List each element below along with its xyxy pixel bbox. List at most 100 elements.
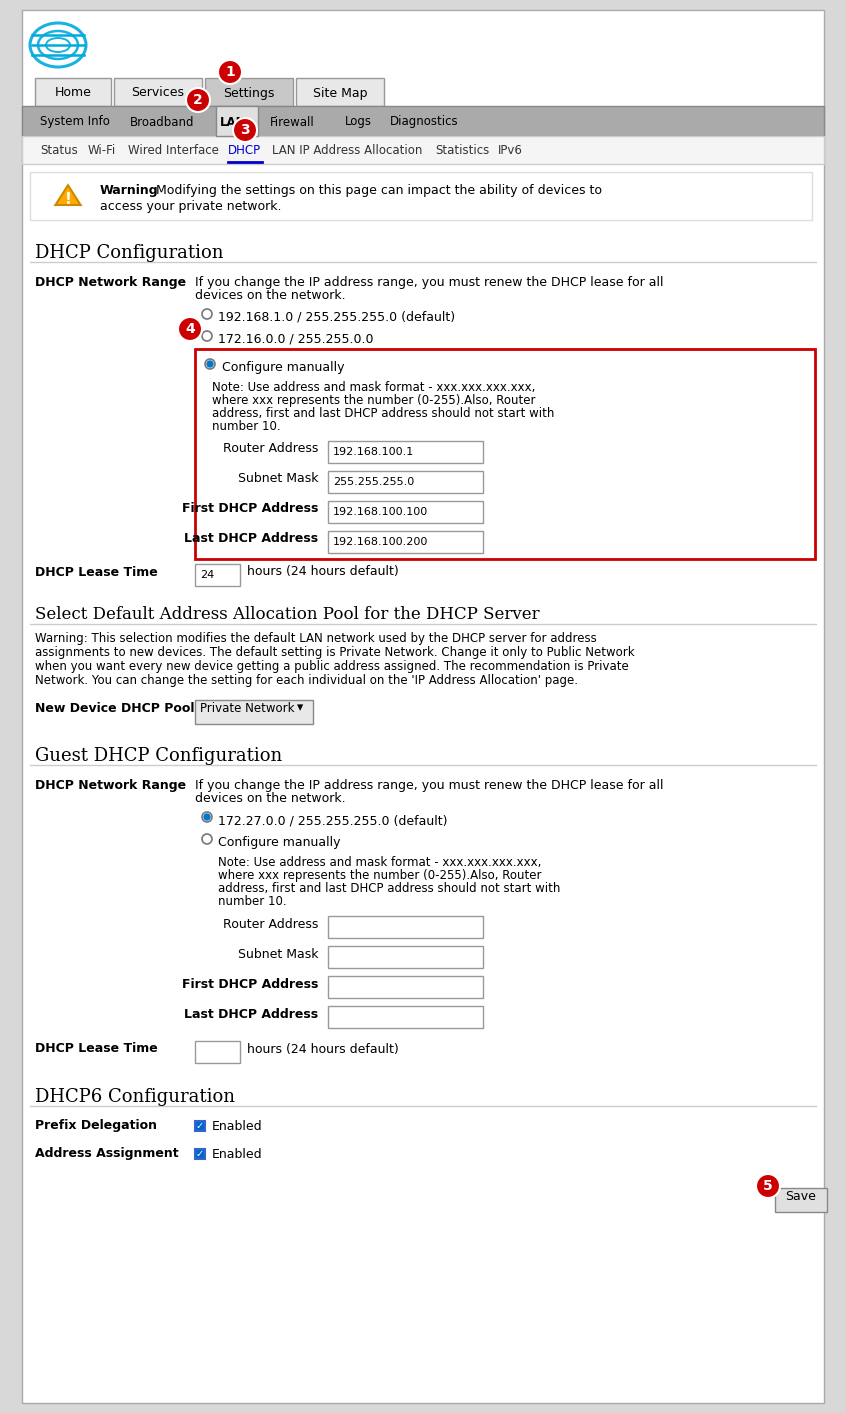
Text: Note: Use address and mask format - xxx.xxx.xxx.xxx,: Note: Use address and mask format - xxx.… <box>218 856 541 869</box>
Bar <box>195 1149 205 1159</box>
Text: DHCP: DHCP <box>228 144 261 157</box>
Circle shape <box>178 317 202 341</box>
Text: Private Network: Private Network <box>200 701 294 715</box>
Text: DHCP6 Configuration: DHCP6 Configuration <box>35 1088 235 1106</box>
Circle shape <box>756 1174 780 1198</box>
Text: 5: 5 <box>763 1178 773 1193</box>
Bar <box>205 78 293 106</box>
Text: 4: 4 <box>185 322 195 336</box>
Text: where xxx represents the number (0-255).Also, Router: where xxx represents the number (0-255).… <box>212 394 536 407</box>
Text: Broadband: Broadband <box>130 116 195 129</box>
Text: number 10.: number 10. <box>218 894 287 909</box>
Text: Configure manually: Configure manually <box>222 360 344 374</box>
Bar <box>328 1006 483 1029</box>
Circle shape <box>233 119 257 141</box>
Text: Status: Status <box>40 144 78 157</box>
Circle shape <box>202 309 212 319</box>
Bar <box>195 1041 240 1063</box>
Text: hours (24 hours default): hours (24 hours default) <box>247 1043 398 1056</box>
Bar <box>35 78 111 106</box>
Text: New Device DHCP Pool: New Device DHCP Pool <box>35 701 195 715</box>
Circle shape <box>202 812 212 822</box>
Text: If you change the IP address range, you must renew the DHCP lease for all: If you change the IP address range, you … <box>195 779 663 793</box>
Text: devices on the network.: devices on the network. <box>195 290 346 302</box>
Text: when you want every new device getting a public address assigned. The recommenda: when you want every new device getting a… <box>35 660 629 673</box>
Text: Subnet Mask: Subnet Mask <box>238 472 318 486</box>
Bar <box>30 172 812 220</box>
Text: First DHCP Address: First DHCP Address <box>182 503 318 516</box>
Text: IPv6: IPv6 <box>498 144 523 157</box>
Text: DHCP Lease Time: DHCP Lease Time <box>35 1043 157 1056</box>
Polygon shape <box>55 185 80 205</box>
Text: hours (24 hours default): hours (24 hours default) <box>247 565 398 578</box>
Text: 2: 2 <box>193 93 203 107</box>
Text: Guest DHCP Configuration: Guest DHCP Configuration <box>35 747 283 764</box>
Text: Subnet Mask: Subnet Mask <box>238 948 318 961</box>
Text: devices on the network.: devices on the network. <box>195 793 346 805</box>
Bar <box>216 106 258 136</box>
Text: 3: 3 <box>240 123 250 137</box>
Text: Warning: Warning <box>100 184 158 196</box>
Text: Router Address: Router Address <box>222 917 318 931</box>
Text: DHCP Configuration: DHCP Configuration <box>35 244 223 261</box>
Bar <box>328 531 483 552</box>
Bar <box>328 471 483 493</box>
Bar <box>328 945 483 968</box>
Text: Warning: This selection modifies the default LAN network used by the DHCP server: Warning: This selection modifies the def… <box>35 632 596 644</box>
Text: Site Map: Site Map <box>313 86 367 99</box>
Text: DHCP Lease Time: DHCP Lease Time <box>35 565 157 578</box>
Text: Router Address: Router Address <box>222 442 318 455</box>
Circle shape <box>204 814 210 820</box>
Text: 172.27.0.0 / 255.255.255.0 (default): 172.27.0.0 / 255.255.255.0 (default) <box>218 814 448 827</box>
Text: Enabled: Enabled <box>212 1119 262 1132</box>
Bar <box>328 976 483 998</box>
Bar <box>328 916 483 938</box>
Circle shape <box>207 360 213 367</box>
Text: Save: Save <box>786 1190 816 1202</box>
Text: !: ! <box>64 192 71 208</box>
Bar <box>195 564 240 586</box>
Text: LAN: LAN <box>220 116 247 129</box>
Text: Last DHCP Address: Last DHCP Address <box>184 533 318 545</box>
Text: access your private network.: access your private network. <box>100 201 282 213</box>
Text: System Info: System Info <box>40 116 110 129</box>
Text: Prefix Delegation: Prefix Delegation <box>35 1119 157 1132</box>
Text: number 10.: number 10. <box>212 420 281 432</box>
Text: address, first and last DHCP address should not start with: address, first and last DHCP address sho… <box>212 407 554 420</box>
Circle shape <box>202 331 212 341</box>
Circle shape <box>186 88 210 112</box>
Bar <box>195 1121 205 1130</box>
Text: Last DHCP Address: Last DHCP Address <box>184 1007 318 1020</box>
Text: ▾: ▾ <box>297 701 303 715</box>
Text: Enabled: Enabled <box>212 1147 262 1160</box>
Text: Wi-Fi: Wi-Fi <box>88 144 116 157</box>
Text: Logs: Logs <box>345 116 372 129</box>
Bar <box>775 1188 827 1212</box>
Bar <box>114 78 202 106</box>
Text: Home: Home <box>54 86 91 99</box>
Bar <box>195 349 815 560</box>
Bar <box>195 699 313 723</box>
Text: 192.168.1.0 / 255.255.255.0 (default): 192.168.1.0 / 255.255.255.0 (default) <box>218 311 455 324</box>
Text: Diagnostics: Diagnostics <box>390 116 459 129</box>
Text: 1: 1 <box>225 65 235 79</box>
Text: Settings: Settings <box>223 86 275 99</box>
Text: ✓: ✓ <box>196 1121 204 1130</box>
Text: First DHCP Address: First DHCP Address <box>182 978 318 991</box>
Text: Services: Services <box>131 86 184 99</box>
Circle shape <box>205 359 215 369</box>
Text: 192.168.100.1: 192.168.100.1 <box>333 447 415 456</box>
Text: ✓: ✓ <box>196 1149 204 1159</box>
Text: 172.16.0.0 / 255.255.0.0: 172.16.0.0 / 255.255.0.0 <box>218 333 373 346</box>
Text: Configure manually: Configure manually <box>218 836 340 849</box>
Bar <box>328 502 483 523</box>
Text: Firewall: Firewall <box>270 116 315 129</box>
Bar <box>22 106 824 136</box>
Text: 192.168.100.200: 192.168.100.200 <box>333 537 428 547</box>
Text: Network. You can change the setting for each individual on the 'IP Address Alloc: Network. You can change the setting for … <box>35 674 578 687</box>
Text: 24: 24 <box>200 569 214 579</box>
Text: 255.255.255.0: 255.255.255.0 <box>333 478 415 487</box>
Text: DHCP Network Range: DHCP Network Range <box>35 779 186 793</box>
Text: where xxx represents the number (0-255).Also, Router: where xxx represents the number (0-255).… <box>218 869 541 882</box>
Text: Address Assignment: Address Assignment <box>35 1147 179 1160</box>
